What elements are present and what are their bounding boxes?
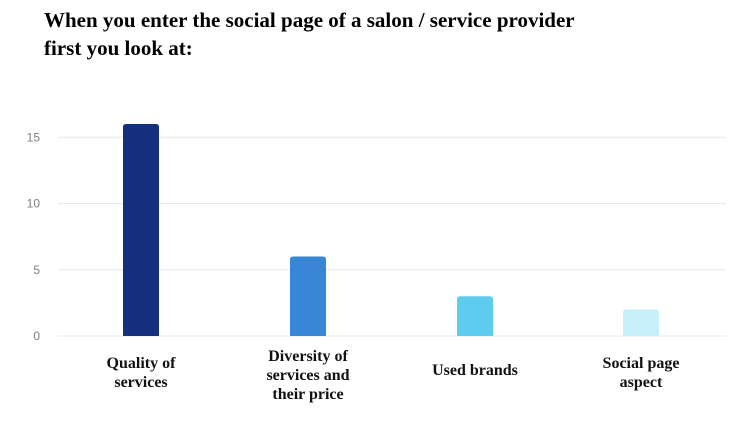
bar-2: [290, 256, 326, 336]
y-axis: 0 5 10 15: [27, 130, 41, 343]
y-tick-label-15: 15: [27, 130, 41, 144]
y-tick-label-0: 0: [33, 329, 40, 343]
bar-3: [457, 296, 493, 336]
x-category-label-2: Diversity of services and their price: [266, 348, 349, 403]
chart-title: When you enter the social page of a salo…: [44, 6, 734, 62]
chart-title-line-2: first you look at:: [44, 36, 193, 60]
grid-lines: [58, 136, 726, 337]
y-tick-label-5: 5: [33, 263, 40, 277]
x-category-label-1: Quality of services: [107, 355, 177, 391]
bars: [123, 124, 659, 336]
x-category-label-3: Used brands: [432, 362, 518, 379]
bar-4: [623, 309, 659, 336]
chart-title-line-1: When you enter the social page of a salo…: [44, 8, 575, 32]
x-category-label-4: Social page aspect: [603, 355, 680, 391]
x-axis-labels: Quality of services Diversity of services a…: [107, 348, 680, 403]
bar-1: [123, 124, 159, 336]
y-tick-label-10: 10: [27, 197, 41, 211]
